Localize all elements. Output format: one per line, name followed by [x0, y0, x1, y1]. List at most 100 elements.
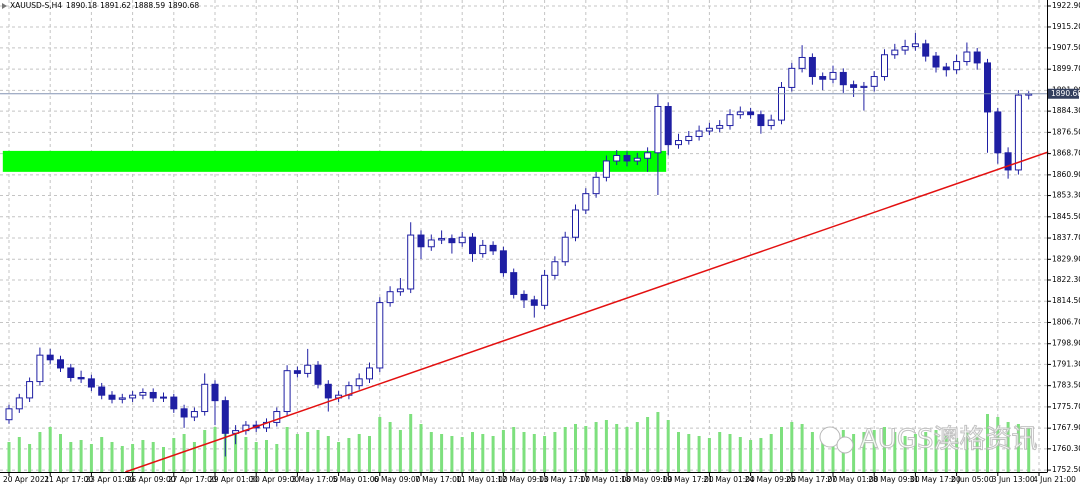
- volume-bar: [512, 427, 516, 472]
- candle-body: [211, 383, 219, 402]
- watermark-icon: [819, 426, 841, 448]
- candle-body: [675, 140, 682, 146]
- x-tick-label: 28 May 09:00: [868, 475, 920, 484]
- candle-body: [438, 238, 446, 241]
- volume-bar: [883, 427, 886, 472]
- candle-body: [520, 293, 528, 301]
- candle-body: [778, 86, 785, 121]
- x-tick-label: 19 May 17:00: [662, 475, 714, 484]
- candle-body: [541, 274, 549, 306]
- x-tick-label: 27 May 01:00: [827, 475, 879, 484]
- candle-body: [407, 234, 415, 290]
- candle-body: [922, 43, 930, 57]
- candle-body: [911, 43, 919, 48]
- candle-body: [973, 51, 981, 64]
- volume-bar: [738, 437, 742, 472]
- volume-bar: [594, 422, 598, 472]
- candle-body: [654, 105, 662, 154]
- volume-bar: [934, 430, 938, 472]
- volume-bar: [460, 437, 464, 472]
- y-tick-label: 1922.90: [1052, 1, 1080, 10]
- candle-body: [304, 364, 312, 374]
- volume-bar: [213, 427, 217, 472]
- volume-bar: [584, 426, 588, 472]
- y-tick-label: 1868.70: [1052, 149, 1080, 158]
- candle-body: [396, 288, 404, 293]
- candle-body: [850, 84, 858, 88]
- volume-bar: [810, 432, 814, 472]
- volume-bar: [821, 434, 825, 472]
- x-tick-label: 2 Jun 05:00: [951, 475, 994, 484]
- y-tick-label: 1775.70: [1052, 402, 1080, 411]
- candle-body: [190, 411, 198, 418]
- candle-body: [963, 51, 971, 63]
- candle-body: [644, 152, 652, 159]
- candle-body: [510, 272, 518, 295]
- volume-bar: [893, 432, 897, 472]
- high: 1891.62: [100, 1, 131, 10]
- y-tick-label: 1829.90: [1052, 254, 1080, 263]
- volume-bar: [120, 446, 124, 472]
- candle-body: [376, 302, 384, 369]
- volume-bar: [265, 440, 268, 472]
- volume-layer: [7, 412, 1031, 472]
- volume-bar: [831, 436, 835, 472]
- x-tick-label: 21 May 01:00: [703, 475, 755, 484]
- x-tick-label: 25 May 17:00: [786, 475, 838, 484]
- candle-body: [829, 71, 837, 80]
- volume-bar: [975, 434, 979, 472]
- x-tick-label: 3 Jun 13:00: [992, 475, 1035, 484]
- x-tick-label: 3 May 17:00: [291, 475, 338, 484]
- candle-body: [98, 386, 106, 396]
- x-tick-label: 26 Apr 09:00: [127, 475, 176, 484]
- volume-bar: [244, 437, 248, 472]
- x-tick-label: 12 May 09:00: [497, 475, 549, 484]
- volume-bar: [59, 434, 62, 472]
- volume-bar: [419, 424, 423, 472]
- candle-body: [530, 299, 538, 306]
- candle-body: [582, 193, 590, 211]
- header-icon: [2, 3, 7, 9]
- x-tick-label: 11 May 01:00: [456, 475, 508, 484]
- candle-body: [283, 370, 291, 413]
- volume-bar: [17, 437, 21, 472]
- volume-bar: [378, 417, 382, 472]
- y-tick-label: 1853.30: [1052, 191, 1080, 200]
- x-tick-label: 17 May 01:00: [580, 475, 632, 484]
- trendline: [125, 151, 1049, 473]
- zone-layer: [2, 150, 667, 172]
- candle-body: [273, 411, 281, 423]
- volume-bar: [316, 430, 320, 472]
- volume-bar: [862, 432, 866, 472]
- x-tick-label: 29 Apr 01:00: [209, 475, 258, 484]
- volume-bar: [604, 420, 608, 472]
- volume-bar: [151, 442, 155, 472]
- volume-bar: [800, 424, 804, 472]
- volume-bar: [203, 430, 207, 472]
- volume-bar: [69, 442, 73, 472]
- volume-bar: [1027, 427, 1031, 472]
- header: XAUUSD-S,H4 1890.18 1891.62 1888.59 1890.68: [10, 1, 199, 10]
- candle-body: [87, 378, 95, 388]
- candle-body: [149, 391, 157, 399]
- candle-body: [314, 364, 322, 385]
- zone: [2, 150, 667, 172]
- volume-bar: [110, 442, 114, 472]
- volume-bar: [48, 427, 52, 472]
- volume-bar: [1016, 424, 1020, 472]
- candle-body: [417, 234, 425, 248]
- candle-layer: [5, 32, 1033, 457]
- volume-bar: [79, 440, 83, 472]
- volume-bar: [697, 436, 701, 472]
- volume-bar: [429, 432, 433, 472]
- candle-body: [695, 130, 703, 137]
- x-tick-label: 13 May 17:00: [539, 475, 591, 484]
- candle-body: [633, 157, 641, 162]
- candle-body: [881, 54, 888, 78]
- y-tick-label: 1884.30: [1052, 106, 1080, 115]
- volume-bar: [944, 436, 948, 472]
- candle-body: [994, 111, 1002, 154]
- candle-body: [788, 67, 796, 88]
- candle-body: [366, 367, 373, 380]
- candle-body: [118, 397, 126, 400]
